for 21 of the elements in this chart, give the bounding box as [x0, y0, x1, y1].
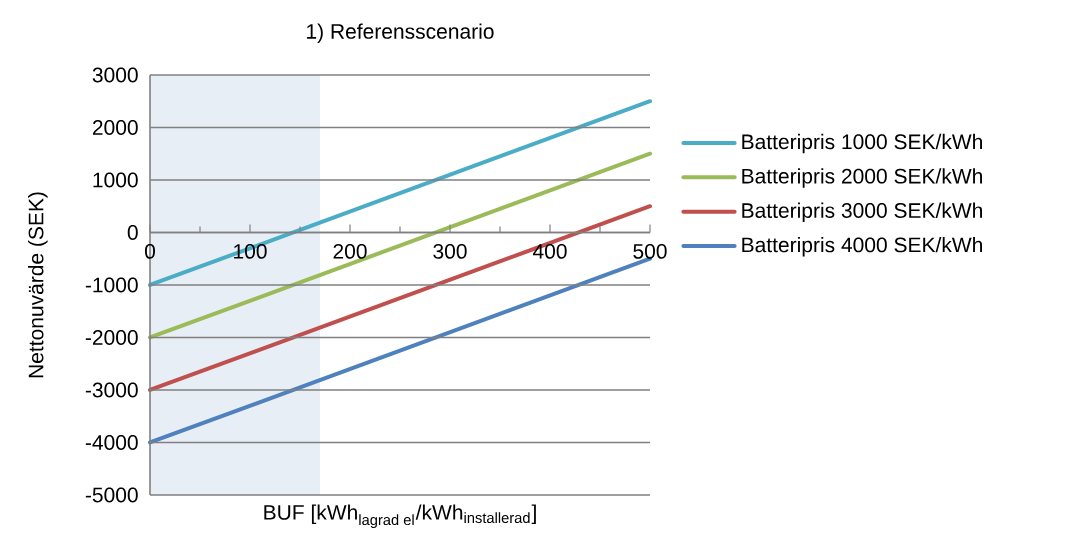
- chart-title: 1) Referensscenario: [307, 23, 494, 44]
- x-tick-label: 500: [633, 243, 667, 259]
- y-tick-label: 0: [127, 225, 138, 240]
- legend-label: Batteripris 4000 SEK/kWh: [742, 236, 982, 257]
- legend-label: Batteripris 1000 SEK/kWh: [742, 133, 982, 154]
- y-tick-label: 3000: [92, 67, 138, 83]
- y-tick-label: -4000: [85, 435, 138, 450]
- y-tick-label: 2000: [92, 120, 138, 135]
- x-tick-label: 400: [532, 243, 567, 259]
- y-tick-label: -3000: [85, 382, 138, 398]
- x-tick-label: 0: [144, 243, 156, 259]
- x-tick-label: 200: [333, 243, 367, 259]
- y-tick-label: 1000: [93, 172, 138, 188]
- legend-label: Batteripris 3000 SEK/kWh: [742, 202, 982, 223]
- y-axis-title: Nettonuvärde (SEK): [28, 192, 48, 378]
- x-axis-title: $\text{BUF [kWh}_{\text{lagrad el}}\text{/kWh}_{\text{installerad}}\text{]}$: [264, 504, 536, 528]
- y-tick-label: -1000: [85, 277, 138, 293]
- legend-label: Batteripris 2000 SEK/kWh: [742, 168, 982, 188]
- y-tick-label: -5000: [85, 487, 138, 503]
- y-tick-label: -2000: [85, 330, 138, 345]
- x-tick-label: 300: [433, 243, 467, 259]
